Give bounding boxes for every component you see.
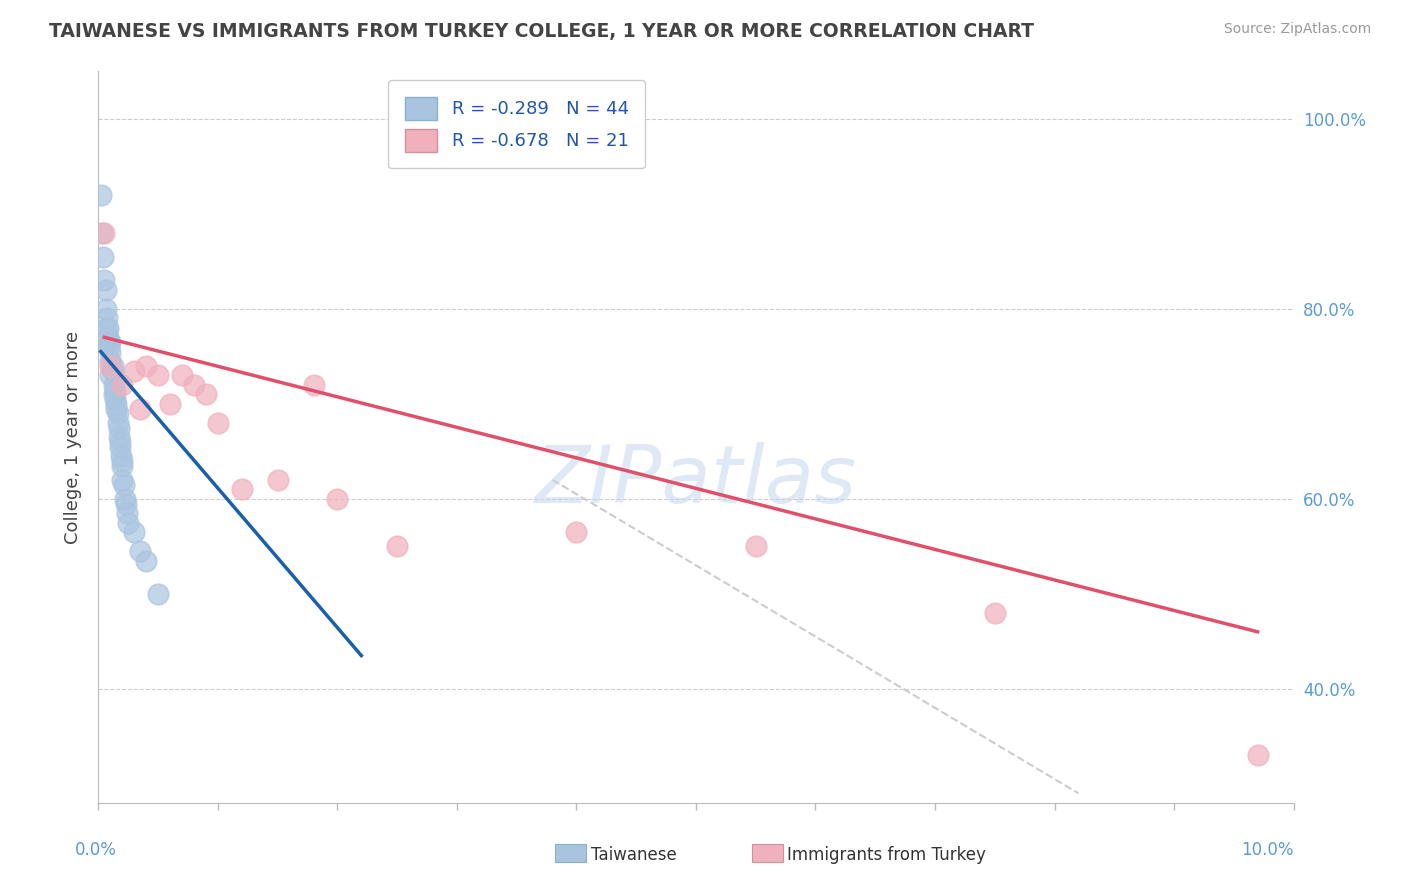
Point [114,491,136,506]
Point [91,226,114,240]
Point [148,368,170,383]
Point [98,344,122,359]
Text: Taiwanese: Taiwanese [591,846,676,863]
Point [97,321,120,335]
Point [93,273,115,287]
Point [96,311,118,326]
Point [231,483,253,497]
Point [207,416,229,430]
Point [110,449,132,463]
Point [111,458,134,473]
Point [107,416,129,430]
Point [111,377,134,392]
Point [98,335,122,350]
Y-axis label: College, 1 year or more: College, 1 year or more [63,331,82,543]
Point [104,392,127,406]
Point [104,383,127,397]
Point [302,377,325,392]
Text: 10.0%: 10.0% [1241,841,1294,859]
Point [172,368,194,383]
Point [91,250,114,264]
Point [101,359,124,373]
Point [105,397,128,411]
Point [107,420,129,434]
Text: Source: ZipAtlas.com: Source: ZipAtlas.com [1223,22,1371,37]
Point [183,377,205,392]
Point [93,226,115,240]
Point [107,406,129,420]
Point [565,524,588,539]
Point [90,187,112,202]
Point [98,354,122,368]
Point [745,539,768,553]
Point [129,544,152,558]
Point [98,335,121,350]
Point [135,553,157,567]
Point [111,473,134,487]
Legend: R = -0.289   N = 44, R = -0.678   N = 21: R = -0.289 N = 44, R = -0.678 N = 21 [388,80,645,169]
Point [124,524,146,539]
Point [195,387,218,401]
Point [101,363,124,377]
Point [129,401,152,416]
Point [124,363,146,377]
Point [94,283,117,297]
Point [326,491,349,506]
Point [115,497,138,511]
Point [135,359,157,373]
Point [107,430,129,444]
Point [98,359,122,373]
Text: 0.0%: 0.0% [75,841,117,859]
Point [112,477,135,491]
Point [96,321,118,335]
Point [103,387,125,401]
Point [98,368,122,383]
Point [1247,748,1270,763]
Text: Immigrants from Turkey: Immigrants from Turkey [787,846,986,863]
Point [108,434,131,449]
Text: ZIPatlas: ZIPatlas [534,442,858,520]
Text: TAIWANESE VS IMMIGRANTS FROM TURKEY COLLEGE, 1 YEAR OR MORE CORRELATION CHART: TAIWANESE VS IMMIGRANTS FROM TURKEY COLL… [49,22,1035,41]
Point [148,587,170,601]
Point [103,377,125,392]
Point [97,330,120,344]
Point [105,401,128,416]
Point [98,340,121,354]
Point [267,473,290,487]
Point [115,506,138,520]
Point [111,454,134,468]
Point [94,301,117,316]
Point [159,397,181,411]
Point [385,539,409,553]
Point [984,606,1007,620]
Point [108,440,131,454]
Point [117,516,139,530]
